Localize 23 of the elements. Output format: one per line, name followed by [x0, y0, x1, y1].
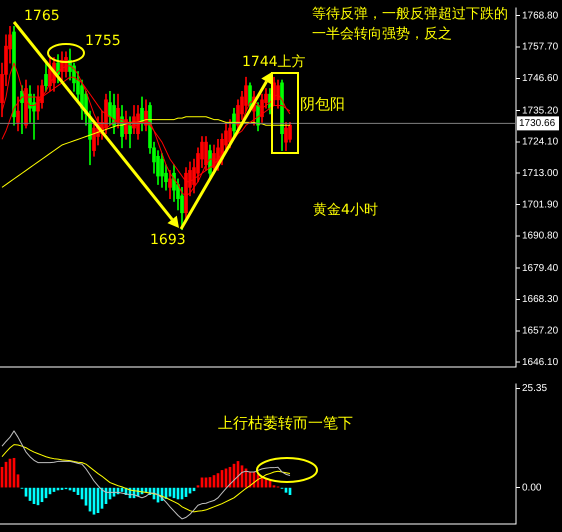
y-tick-label: 1668.30	[522, 294, 559, 306]
annotation: 1744上方	[242, 53, 306, 71]
y-tick-label: 1646.10	[522, 356, 559, 368]
y-tick-label: 1657.20	[522, 326, 559, 337]
y-tick-label: 1746.60	[522, 73, 559, 84]
annotation: 1693	[150, 232, 186, 248]
annotation: 上行枯萎转而一笔下	[218, 414, 353, 433]
y-tick-label: 1679.40	[522, 262, 559, 274]
annotation: 等待反弹，一般反弹超过下跌的一半会转向强势，反之	[312, 5, 509, 44]
annotation: 阴包阳	[300, 95, 345, 114]
y-tick-label: 1768.80	[522, 10, 559, 22]
y-tick-label: 1690.80	[522, 230, 559, 242]
y-tick-label: 1735.20	[522, 105, 559, 116]
y-tick-label: 1724.10	[522, 136, 559, 148]
annotation: 1765	[24, 8, 60, 24]
y-tick-label: 1713.00	[522, 168, 559, 179]
y-tick-label: 0.00	[522, 482, 542, 494]
annotation: 黄金4小时	[313, 201, 378, 219]
ref-line-label: 1730.66	[519, 118, 556, 130]
annotation: 1755	[85, 33, 121, 49]
y-tick-label: 1701.90	[522, 199, 559, 210]
y-tick-label: 1757.70	[522, 42, 559, 53]
y-tick-label: 25.35	[522, 383, 548, 394]
